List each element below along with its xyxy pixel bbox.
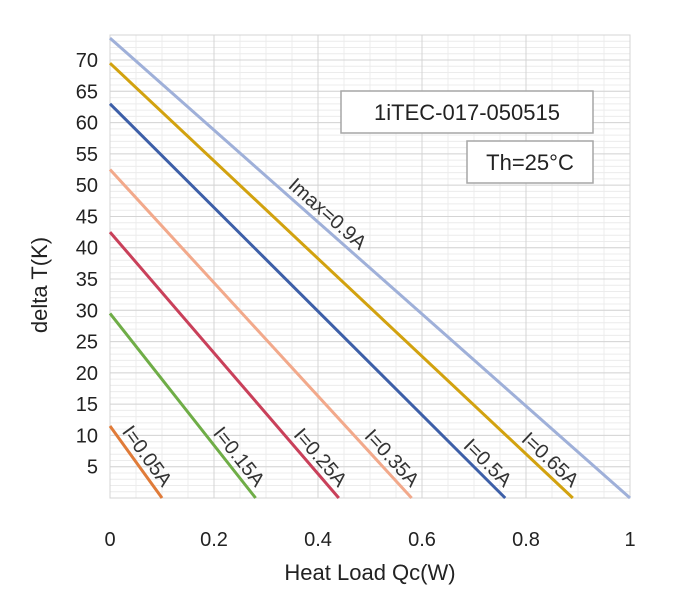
y-tick-label: 45: [76, 206, 98, 228]
series-line-6: [109, 36, 631, 500]
y-tick-label: 30: [76, 300, 98, 322]
x-tick-label: 0: [104, 529, 115, 551]
series-line-3: [108, 168, 413, 500]
y-tick-label: 35: [76, 269, 98, 291]
series-line-0: [108, 425, 164, 499]
x-tick-label: 0.4: [304, 529, 332, 551]
series-label-4: I=0.5A: [459, 435, 516, 492]
series-label-1: I=0.15A: [208, 423, 269, 492]
series-label-group: I=0.15A: [208, 423, 269, 492]
x-tick-label: 1: [624, 529, 635, 551]
y-tick-label: 65: [76, 81, 98, 103]
x-axis-ticks: 0 0.2 0.4 0.6 0.8 1: [104, 529, 635, 551]
th-label: Th=25°C: [486, 150, 574, 175]
series-label-group: Imax=0.9A: [284, 174, 371, 255]
x-axis-title: Heat Load Qc(W): [284, 560, 455, 585]
series-lines: [108, 36, 631, 500]
series-label-group: I=0.5A: [459, 435, 516, 492]
series-line-4: [108, 102, 507, 500]
y-tick-label: 15: [76, 394, 98, 416]
y-tick-label: 25: [76, 332, 98, 354]
y-tick-label: 55: [76, 144, 98, 166]
model-label: 1iTEC-017-050515: [374, 100, 560, 125]
y-axis-ticks: 5 10 15 20 25 30 35 40 45 50 55 60 65 70: [76, 50, 98, 479]
series-line-2: [108, 231, 340, 499]
y-tick-label: 5: [87, 457, 98, 479]
series-label-2: I=0.25A: [289, 424, 351, 492]
series-label-group: I=0.05A: [117, 422, 176, 492]
y-tick-label: 50: [76, 175, 98, 197]
th-box: [466, 140, 594, 184]
y-tick-label: 70: [76, 50, 98, 72]
y-tick-label: 10: [76, 425, 98, 447]
series-labels: I=0.05A I=0.15A I=0.25A I=0.35A I=0.5A I=0.65…: [117, 174, 583, 492]
series-line-5: [108, 62, 574, 500]
y-axis-title: delta T(K): [27, 237, 52, 333]
x-tick-label: 0.2: [200, 529, 228, 551]
model-box: [340, 90, 594, 134]
series-line-1: [108, 312, 257, 499]
series-label-0: I=0.05A: [117, 422, 176, 492]
series-label-6: Imax=0.9A: [284, 174, 371, 255]
series-label-group: I=0.25A: [289, 424, 351, 492]
y-tick-label: 60: [76, 113, 98, 135]
x-tick-label: 0.8: [512, 529, 540, 551]
y-tick-label: 20: [76, 363, 98, 385]
x-tick-label: 0.6: [408, 529, 436, 551]
y-tick-label: 40: [76, 238, 98, 260]
plot-border: [109, 34, 631, 499]
